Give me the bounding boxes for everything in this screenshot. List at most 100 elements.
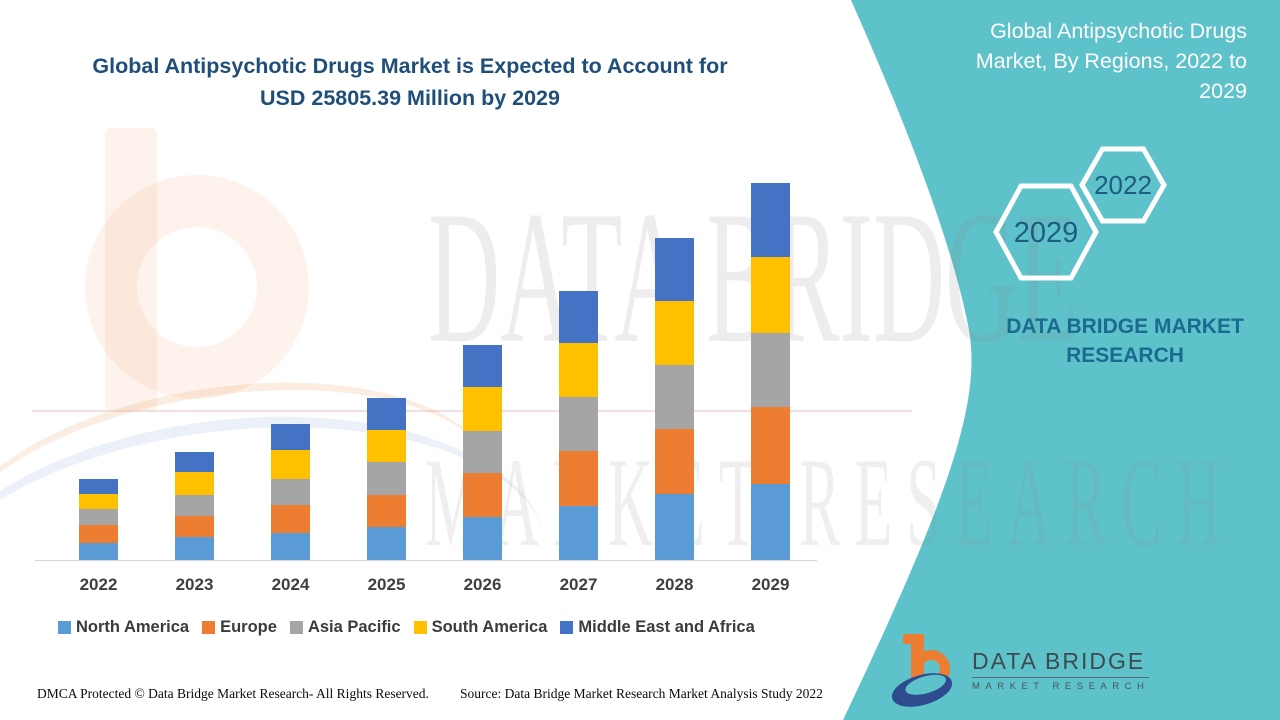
legend-swatch-icon (413, 621, 427, 634)
x-axis-label-2024: 2024 (271, 575, 310, 594)
chart-title: Global Antipsychotic Drugs Market is Exp… (55, 50, 765, 114)
bar-2029 (751, 183, 790, 560)
bar-2027-segment-middle-east-and-africa (559, 291, 598, 343)
bar-2026 (463, 345, 502, 560)
legend-swatch-icon (58, 621, 71, 634)
bar-2026-segment-north-america (463, 517, 502, 560)
x-axis-label-2028: 2028 (655, 575, 694, 594)
bar-2029-segment-south-america (751, 257, 790, 333)
hexagon-2022-label: 2022 (1094, 170, 1152, 200)
logo-sub-text: MARKET RESEARCH (972, 681, 1150, 692)
footer-dmca-text: DMCA Protected © Data Bridge Market Rese… (37, 686, 429, 701)
legend-label: Asia Pacific (307, 618, 401, 636)
bar-2022-segment-middle-east-and-africa (79, 479, 118, 494)
bar-2024-segment-south-america (271, 450, 310, 479)
bar-2022 (79, 479, 118, 560)
banner-heading-line2: Market, By Regions, 2022 to (975, 49, 1247, 73)
bar-2025-segment-north-america (367, 527, 406, 560)
logo-d-swoosh (891, 673, 953, 707)
x-axis-label-2022: 2022 (79, 575, 118, 594)
banner-heading-line3: 2029 (1199, 79, 1247, 103)
bar-2025-segment-middle-east-and-africa (367, 398, 406, 430)
databridge-logo: DATA BRIDGE MARKET RESEARCH (886, 632, 1150, 708)
bar-2027-segment-south-america (559, 343, 598, 397)
hexagon-2029-icon (993, 183, 1099, 281)
bar-2029-segment-asia-pacific (751, 333, 790, 407)
legend-label: South America (431, 618, 548, 636)
bar-2028-segment-north-america (655, 494, 694, 560)
bar-2024-segment-middle-east-and-africa (271, 424, 310, 450)
bar-2028-segment-europe (655, 429, 694, 494)
banner-heading-line1: Global Antipsychotic Drugs (990, 19, 1247, 43)
logo-b-serif (903, 634, 917, 644)
bar-2025 (367, 398, 406, 560)
legend-swatch-icon (202, 621, 216, 634)
x-axis-label-2029: 2029 (751, 575, 790, 594)
legend-item-asia-pacific: Asia Pacific (289, 618, 401, 637)
chart-legend: North America Europe Asia Pacific South Ame… (58, 618, 755, 637)
x-axis-label-2027: 2027 (559, 575, 598, 594)
banner-brand-line2: RESEARCH (1066, 344, 1184, 367)
bar-2028 (655, 238, 694, 560)
hexagon-2022-icon (1079, 146, 1167, 224)
bar-2022-segment-south-america (79, 494, 118, 509)
bar-2022-segment-north-america (79, 543, 118, 560)
x-axis-line (35, 560, 817, 561)
logo-brand-text: DATA BRIDGE (972, 648, 1146, 674)
bar-2023 (175, 452, 214, 560)
banner-brand-line1: DATA BRIDGE MARKET (1006, 315, 1244, 338)
bar-2027 (559, 291, 598, 560)
legend-label: Middle East and Africa (578, 618, 755, 636)
bar-2024-segment-europe (271, 505, 310, 533)
bar-2023-segment-europe (175, 516, 214, 537)
bar-2024-segment-north-america (271, 533, 310, 560)
bar-2026-segment-south-america (463, 387, 502, 431)
hexagon-2029-label: 2029 (1014, 217, 1079, 249)
x-axis-label-2025: 2025 (367, 575, 406, 594)
banner-heading: Global Antipsychotic Drugs Market, By Re… (915, 16, 1247, 106)
bar-2027-segment-asia-pacific (559, 397, 598, 451)
databridge-logo-icon (891, 634, 953, 707)
x-axis-label-2026: 2026 (463, 575, 502, 594)
bar-2029-segment-middle-east-and-africa (751, 183, 790, 257)
bar-2026-segment-asia-pacific (463, 431, 502, 473)
legend-label: North America (76, 618, 190, 636)
bar-2024-segment-asia-pacific (271, 479, 310, 505)
legend-item-middle-east-and-africa: Middle East and Africa (560, 618, 755, 637)
bar-2027-segment-north-america (559, 506, 598, 560)
chart-title-line1: Global Antipsychotic Drugs Market is Exp… (92, 54, 728, 78)
legend-item-europe: Europe (202, 618, 277, 637)
logo-text-block: DATA BRIDGE MARKET RESEARCH (972, 648, 1150, 692)
bar-2026-segment-middle-east-and-africa (463, 345, 502, 387)
banner-brand-text: DATA BRIDGE MARKET RESEARCH (1002, 312, 1248, 370)
bar-2022-segment-asia-pacific (79, 509, 118, 525)
legend-label: Europe (220, 618, 277, 636)
bar-2023-segment-south-america (175, 472, 214, 495)
bar-2028-segment-asia-pacific (655, 365, 694, 429)
legend-swatch-icon (289, 621, 303, 634)
bar-2022-segment-europe (79, 525, 118, 543)
bar-2025-segment-asia-pacific (367, 462, 406, 495)
legend-item-south-america: South America (413, 618, 548, 637)
legend-swatch-icon (560, 621, 574, 634)
bar-2025-segment-south-america (367, 430, 406, 462)
x-axis-label-2023: 2023 (175, 575, 214, 594)
bar-2023-segment-asia-pacific (175, 495, 214, 516)
teal-panel-shape (843, 0, 1280, 720)
bar-2028-segment-south-america (655, 301, 694, 365)
bar-2023-segment-north-america (175, 537, 214, 560)
bar-2024 (271, 424, 310, 560)
legend-item-north-america: North America (58, 618, 189, 637)
bar-2027-segment-europe (559, 451, 598, 506)
chart-title-line2: USD 25805.39 Million by 2029 (260, 86, 560, 110)
bar-2028-segment-middle-east-and-africa (655, 238, 694, 301)
bar-2026-segment-europe (463, 473, 502, 517)
bar-2025-segment-europe (367, 495, 406, 527)
bar-2029-segment-north-america (751, 484, 790, 560)
bar-2029-segment-europe (751, 407, 790, 484)
